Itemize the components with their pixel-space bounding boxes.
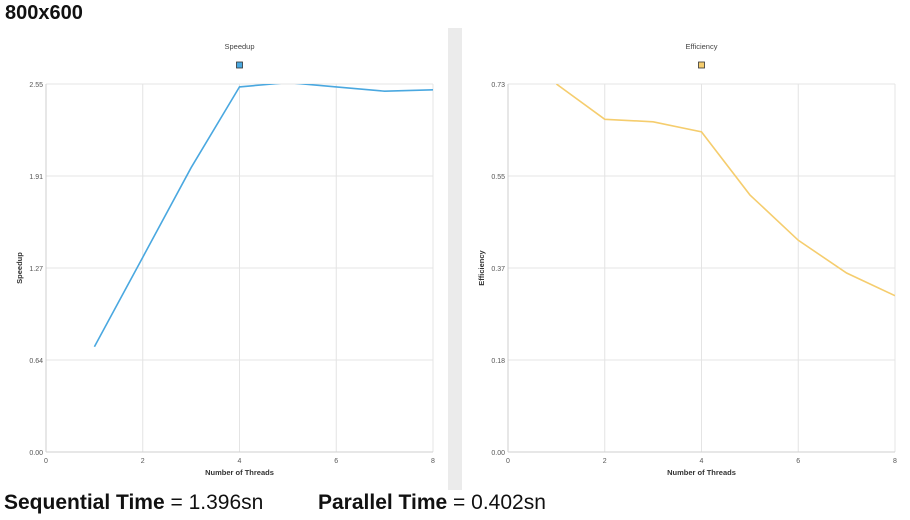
parallel-time-label: Parallel Time: [318, 491, 448, 514]
sequential-time-label: Sequential Time: [4, 491, 165, 514]
chart-0-ytick-label: 0.00: [29, 450, 43, 457]
chart-0-xtick-label: 2: [141, 458, 145, 465]
chart-0-ytick-label: 2.55: [29, 82, 43, 89]
chart-1-xtick-label: 2: [603, 458, 607, 465]
page-title: 800x600: [5, 2, 83, 24]
chart-1-ytick-label: 0.00: [491, 450, 505, 457]
chart-1-ytick-label: 0.18: [491, 358, 505, 365]
parallel-time: Parallel Time = 0.402sn: [318, 491, 546, 515]
chart-1-legend-swatch: [698, 61, 705, 69]
chart-1-y-axis-label: Efficiency: [477, 249, 486, 285]
chart-0-title: Speedup: [224, 42, 254, 51]
chart-1-ytick-label: 0.55: [491, 174, 505, 181]
chart-0-xtick-label: 8: [431, 458, 435, 465]
timing-footer: Sequential Time = 1.396sn Parallel Time …: [0, 491, 910, 519]
efficiency-chart-panel: 0.00 0.18 0.37 0.55 0.73 0 2 4 6 8 Efficiency Numbe…: [462, 28, 910, 490]
chart-1-xtick-label: 4: [700, 458, 704, 465]
chart-1-x-axis-label: Number of Threads: [667, 468, 736, 477]
chart-0-x-axis-label: Number of Threads: [205, 468, 274, 477]
chart-1-xtick-label: 8: [893, 458, 897, 465]
chart-1-xtick-label: 0: [506, 458, 510, 465]
efficiency-chart: 0.00 0.18 0.37 0.55 0.73 0 2 4 6 8 Efficiency Numbe…: [477, 42, 897, 477]
chart-0-xtick-label: 4: [238, 458, 242, 465]
chart-0-y-axis-label: Speedup: [15, 252, 24, 284]
chart-0-xtick-label: 6: [334, 458, 338, 465]
chart-1-series-line: [555, 84, 895, 297]
panel-divider: [448, 28, 462, 490]
chart-0-series-line: [93, 84, 433, 348]
chart-0-xtick-label: 0: [44, 458, 48, 465]
sequential-time: Sequential Time = 1.396sn: [4, 491, 263, 515]
chart-1-ytick-label: 0.37: [491, 266, 505, 273]
chart-1-xtick-label: 6: [796, 458, 800, 465]
parallel-time-value: = 0.402sn: [453, 491, 546, 514]
speedup-chart-panel: 0.00 0.64 1.27 1.91 2.55 0 2 4 6 8 Speedup Number o…: [0, 28, 448, 490]
chart-0-ytick-label: 0.64: [29, 358, 43, 365]
chart-0-ytick-label: 1.91: [29, 174, 43, 181]
chart-1-title: Efficiency: [686, 42, 718, 51]
speedup-chart: 0.00 0.64 1.27 1.91 2.55 0 2 4 6 8 Speedup Number o…: [15, 42, 435, 477]
chart-0-ytick-label: 1.27: [29, 266, 43, 273]
chart-0-legend-swatch: [236, 61, 243, 69]
sequential-time-value: = 1.396sn: [170, 491, 264, 514]
chart-1-ytick-label: 0.73: [491, 82, 505, 89]
